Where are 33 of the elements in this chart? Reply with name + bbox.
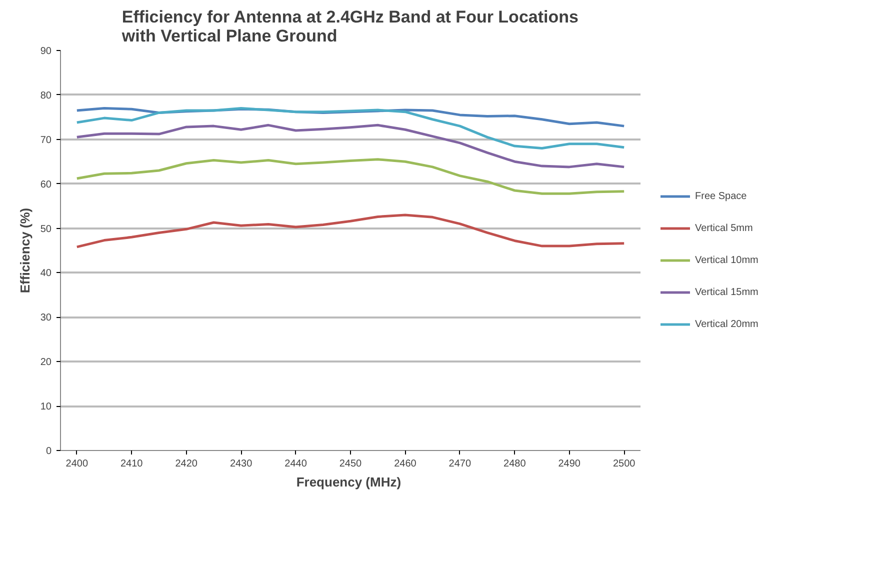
- y-tick-label: 50: [40, 224, 52, 235]
- y-tick-label: 40: [40, 268, 52, 280]
- legend-label: Vertical 15mm: [695, 286, 758, 298]
- line-series: [76, 107, 626, 150]
- y-tick-label: 80: [40, 90, 52, 102]
- legend-label: Vertical 5mm: [695, 222, 753, 234]
- y-tick-label: 10: [40, 402, 52, 413]
- y-tick-label: 30: [40, 312, 52, 324]
- legend-label: Free Space: [695, 190, 747, 202]
- x-tick-label: 2450: [339, 458, 362, 470]
- y-tick-label: 60: [40, 179, 52, 190]
- x-tick-label: 2480: [504, 458, 526, 470]
- x-tick-label: 2400: [66, 458, 88, 470]
- x-tick-label: 2490: [558, 458, 581, 470]
- x-axis-title: Frequency (MHz): [296, 474, 402, 490]
- y-tick-label: 20: [40, 357, 52, 368]
- line-series: [76, 124, 626, 168]
- x-tick-label: 2410: [120, 458, 144, 470]
- x-tick-label: 2500: [612, 458, 636, 470]
- y-tick-label: 90: [40, 46, 52, 57]
- x-tick-label: 2460: [394, 458, 417, 470]
- chart-title: Efficiency for Antenna at 2.4GHz Band at Four Locations with Vertical Plane Ground: [120, 8, 578, 46]
- y-tick-label: 0: [46, 446, 52, 457]
- line-series: [76, 158, 626, 195]
- x-tick-label: 2470: [448, 458, 472, 470]
- y-tick-label: 70: [40, 134, 52, 146]
- y-axis-title: Efficiency (%): [17, 208, 32, 294]
- legend-label: Vertical 10mm: [695, 254, 758, 266]
- x-tick-label: 2420: [175, 458, 198, 470]
- x-tick-label: 2440: [284, 458, 308, 470]
- line-series: [76, 214, 626, 248]
- legend-label: Vertical 20mm: [695, 318, 758, 330]
- x-tick-label: 2430: [230, 458, 253, 470]
